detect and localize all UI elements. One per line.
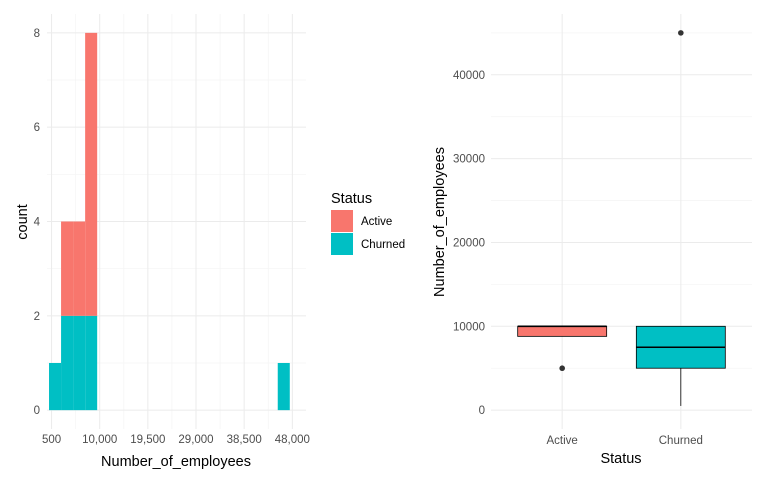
boxplot-y-tick-label: 10000 xyxy=(453,321,485,333)
histogram-y-tick-label: 6 xyxy=(34,122,40,134)
boxplot-y-tick-label: 0 xyxy=(479,405,485,417)
boxplot-ticks: 0 10000 20000 30000 40000 Active Churned xyxy=(453,70,703,447)
legend-swatch-active xyxy=(331,210,353,232)
histogram-x-tick-label: 500 xyxy=(42,434,61,446)
histogram-bar-active xyxy=(61,221,74,316)
boxplot-y-tick-label: 20000 xyxy=(453,237,485,249)
histogram-bars xyxy=(49,32,290,411)
boxplot-x-axis-title: Status xyxy=(600,451,641,467)
legend-swatch-churned xyxy=(331,233,353,255)
boxplot-marks xyxy=(517,30,726,406)
boxplot-x-tick-label: Churned xyxy=(659,435,703,447)
legend-title: Status xyxy=(331,191,372,207)
histogram-x-tick-label: 38,500 xyxy=(227,434,262,446)
histogram-y-tick-label: 0 xyxy=(34,405,40,417)
legend-label-active: Active xyxy=(361,216,392,228)
histogram-bar-churned xyxy=(277,362,290,411)
histogram-ticks: 0 2 4 6 8 500 10,000 19,500 29,000 38,500 48,000 xyxy=(34,28,310,446)
histogram-x-tick-label: 19,500 xyxy=(130,434,165,446)
histogram-bar-churned xyxy=(73,315,86,411)
boxplot-y-tick-label: 30000 xyxy=(453,154,485,166)
boxplot-x-tick-label: Active xyxy=(547,435,578,447)
boxplot-y-axis-title: Number_of_employees xyxy=(432,147,448,297)
histogram-y-tick-label: 8 xyxy=(34,28,40,40)
histogram-x-axis-title: Number_of_employees xyxy=(101,454,251,470)
histogram-y-tick-label: 4 xyxy=(34,217,41,229)
histogram-bar-active xyxy=(73,221,86,316)
histogram-x-tick-label: 10,000 xyxy=(82,434,117,446)
legend: Status Active Churned xyxy=(331,191,405,255)
histogram-bar-active xyxy=(85,32,98,316)
boxplot-y-tick-label: 40000 xyxy=(453,70,485,82)
boxplot-box-active xyxy=(517,325,608,337)
histogram-bar-churned xyxy=(49,362,62,411)
histogram-bar-churned xyxy=(61,315,74,411)
histogram-x-tick-label: 48,000 xyxy=(275,434,310,446)
histogram-y-tick-label: 2 xyxy=(34,311,40,323)
legend-label-churned: Churned xyxy=(361,239,405,251)
boxplot-outlier-churned xyxy=(678,30,684,36)
histogram-x-tick-label: 29,000 xyxy=(178,434,213,446)
boxplot-outlier-active xyxy=(559,365,565,372)
histogram-y-axis-title: count xyxy=(15,204,31,239)
histogram-bar-churned xyxy=(85,315,98,411)
